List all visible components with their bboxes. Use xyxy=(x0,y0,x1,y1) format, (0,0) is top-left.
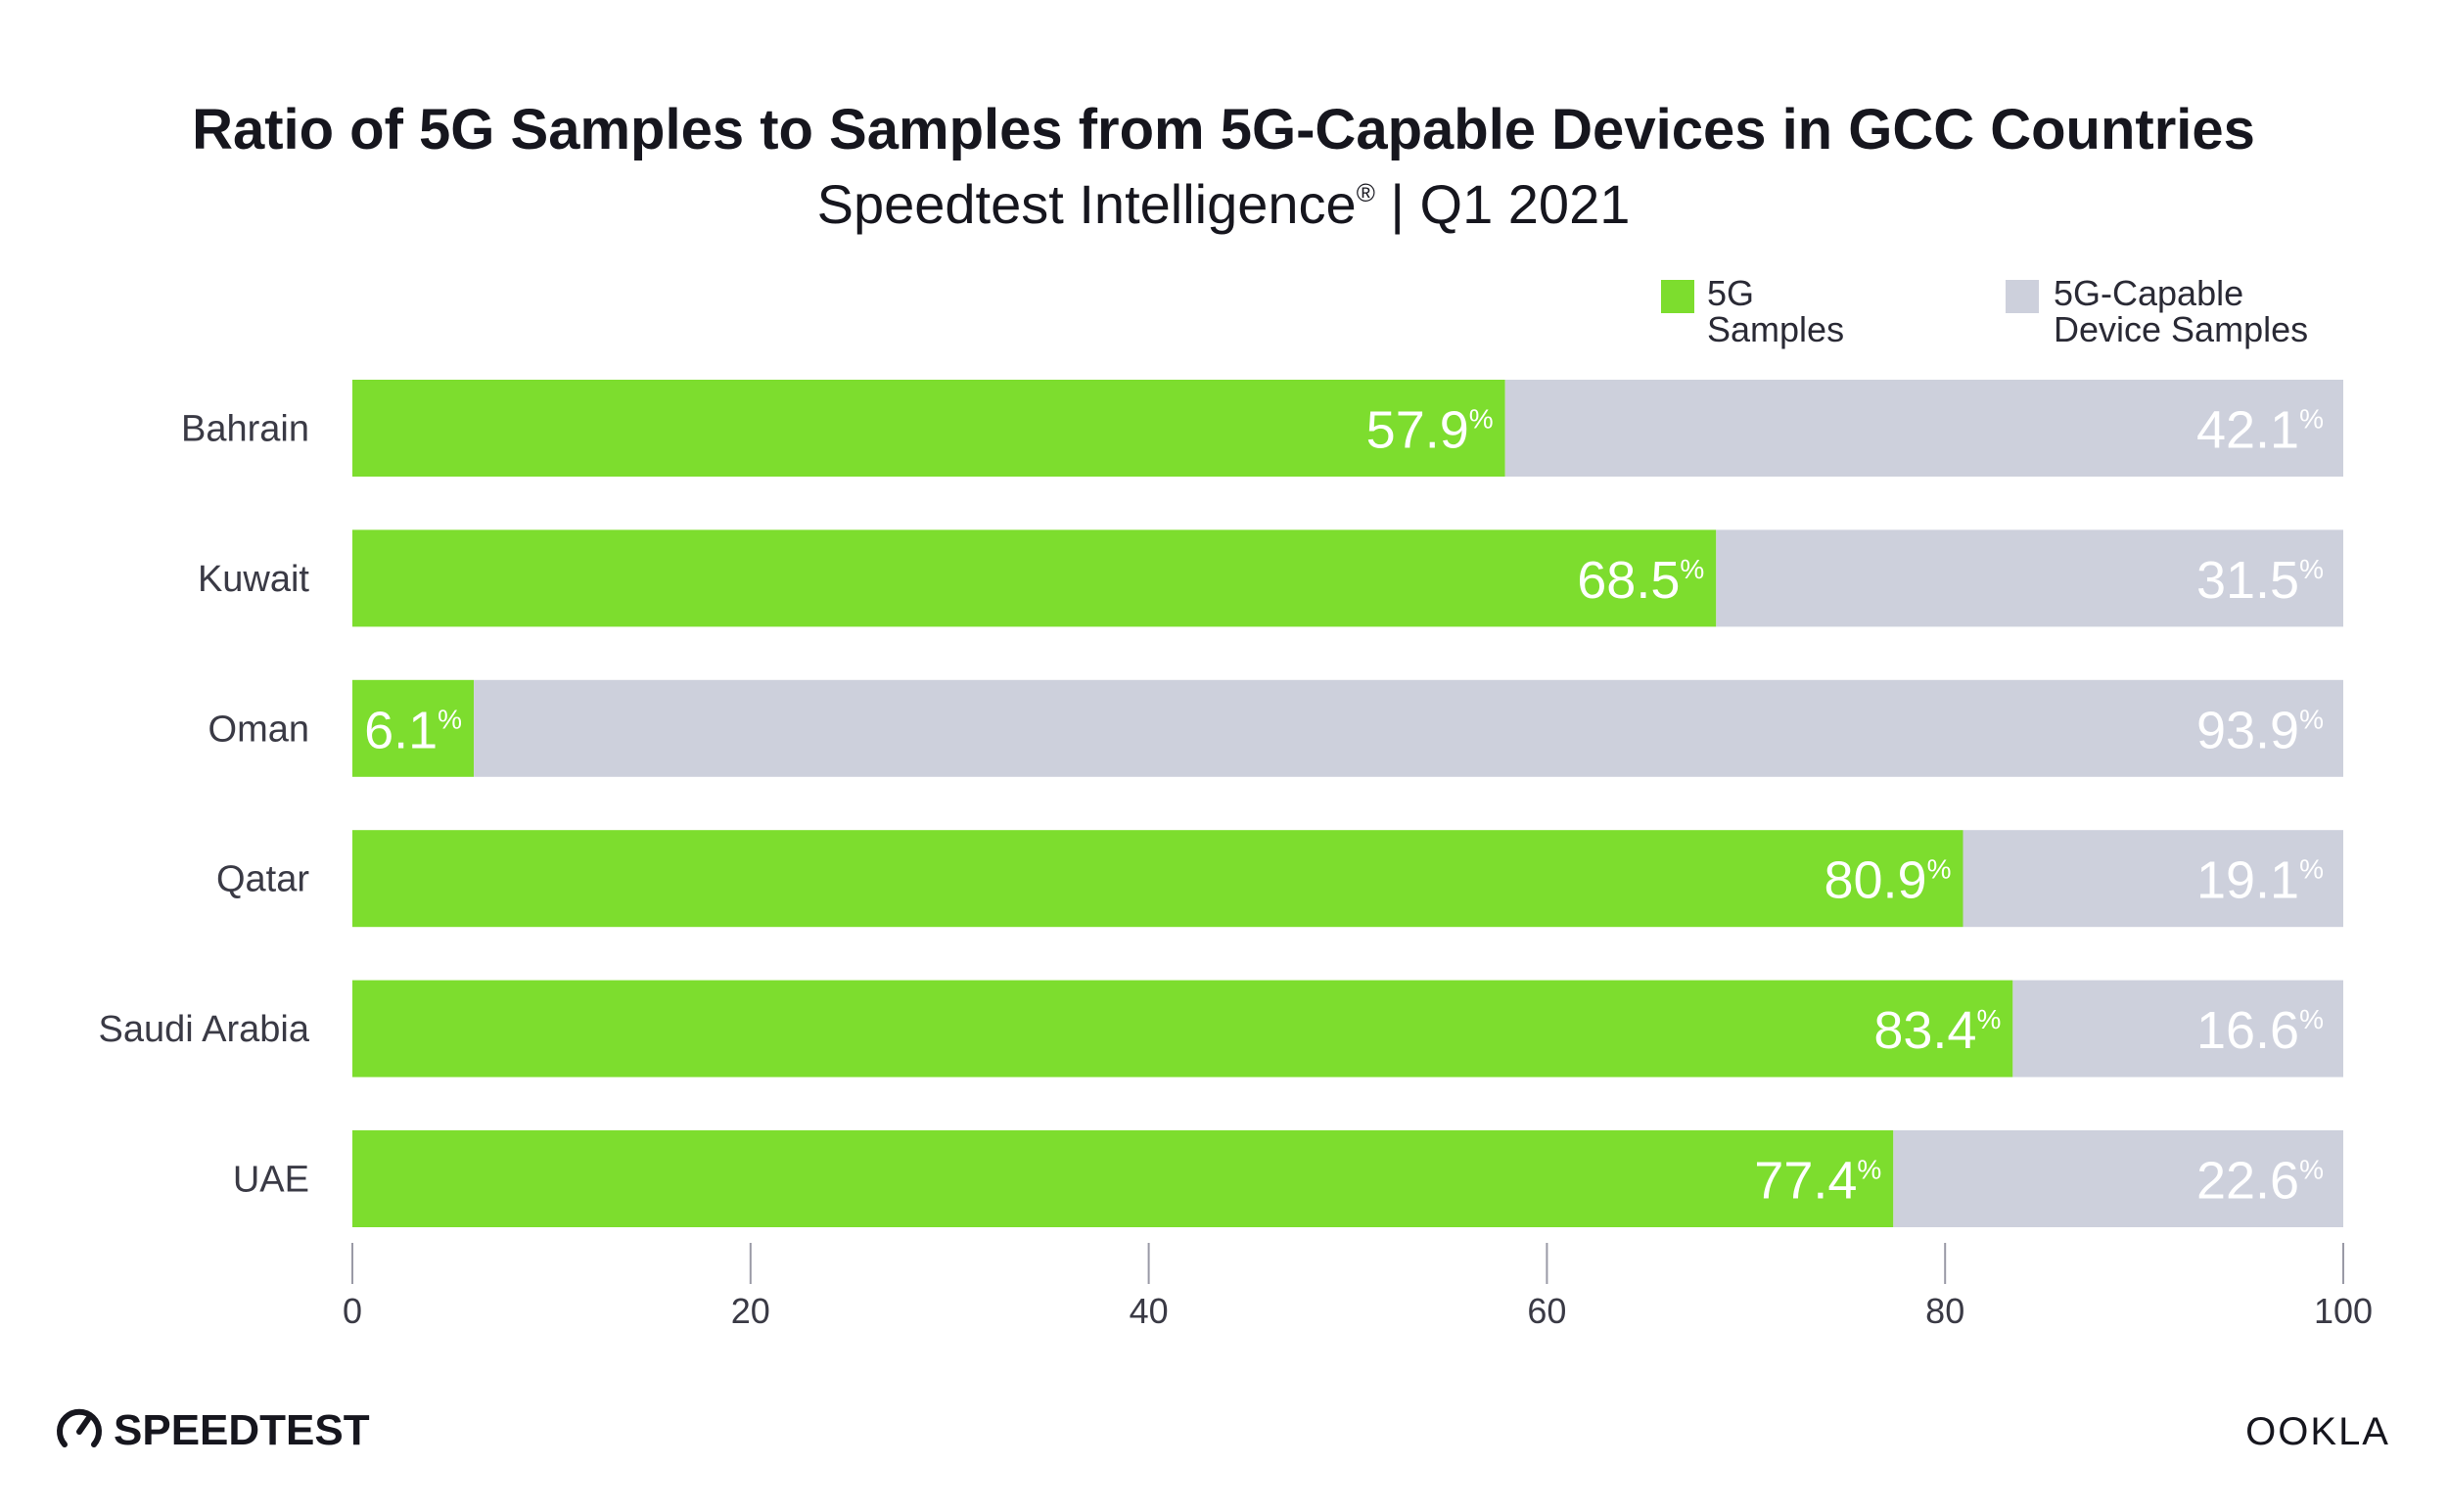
bar-5g-capable-oman xyxy=(474,679,2344,777)
ookla-logo: OOKLA xyxy=(2245,1410,2390,1453)
bar-5g-kuwait xyxy=(352,529,1717,627)
category-label-qatar: Qatar xyxy=(216,859,309,900)
x-tick-label-60: 60 xyxy=(1527,1291,1566,1331)
bar-5g-capable-saudi-arabia xyxy=(2012,980,2343,1077)
legend-swatch-5g xyxy=(1661,280,1694,313)
legend: 5G Samples 5G-Capable Device Samples xyxy=(1661,273,2308,349)
x-axis: 0 20 40 60 80 100 xyxy=(343,1243,2373,1331)
legend-label-5g-line1: 5G xyxy=(1707,273,1754,313)
category-label-uae: UAE xyxy=(233,1160,309,1201)
speedtest-wordmark: SPEEDTEST xyxy=(114,1406,370,1454)
value-label-5g-capable-uae: 22.6% xyxy=(2196,1152,2324,1211)
registered-mark: ® xyxy=(1357,178,1375,207)
bar-5g-capable-qatar xyxy=(1963,830,2343,928)
value-label-5g-oman: 6.1% xyxy=(364,701,462,759)
value-label-5g-kuwait: 68.5% xyxy=(1577,551,1704,610)
x-tick-label-20: 20 xyxy=(731,1291,770,1331)
value-label-5g-capable-bahrain: 42.1% xyxy=(2196,401,2324,460)
bar-5g-capable-kuwait xyxy=(1716,529,2343,627)
gauge-icon xyxy=(57,1408,102,1447)
x-tick-label-0: 0 xyxy=(343,1291,362,1331)
bar-5g-saudi-arabia xyxy=(352,980,2013,1077)
legend-label-capable-line2: Device Samples xyxy=(2054,309,2308,349)
chart-title: Ratio of 5G Samples to Samples from 5G-C… xyxy=(192,98,2255,161)
category-label-kuwait: Kuwait xyxy=(198,559,309,600)
bar-5g-capable-bahrain xyxy=(1504,380,2343,477)
chart-subtitle: Speedtest Intelligence® | Q1 2021 xyxy=(817,173,1631,235)
value-label-5g-bahrain: 57.9% xyxy=(1366,401,1494,460)
value-label-5g-capable-qatar: 19.1% xyxy=(2196,851,2324,910)
legend-label-capable-line1: 5G-Capable xyxy=(2054,273,2243,313)
x-tick-label-100: 100 xyxy=(2314,1291,2373,1331)
category-label-bahrain: Bahrain xyxy=(181,409,309,450)
bars: Bahrain 57.9% 42.1% Kuwait 68.5% 31.5% Oman 6.1… xyxy=(99,380,2344,1227)
bar-5g-bahrain xyxy=(352,380,1505,477)
category-label-saudi-arabia: Saudi Arabia xyxy=(99,1009,310,1050)
legend-swatch-5g-capable xyxy=(2006,280,2039,313)
subtitle-rest: | Q1 2021 xyxy=(1375,173,1631,235)
value-label-5g-uae: 77.4% xyxy=(1754,1152,1881,1211)
bar-5g-oman xyxy=(352,679,475,777)
x-tick-label-40: 40 xyxy=(1130,1291,1169,1331)
subtitle-main: Speedtest Intelligence xyxy=(817,173,1357,235)
value-label-5g-capable-oman: 93.9% xyxy=(2196,701,2324,759)
x-tick-label-80: 80 xyxy=(1925,1291,1964,1331)
value-label-5g-capable-saudi-arabia: 16.6% xyxy=(2196,1001,2324,1060)
bar-5g-capable-uae xyxy=(1893,1130,2343,1227)
value-label-5g-saudi-arabia: 83.4% xyxy=(1873,1001,2001,1060)
category-label-oman: Oman xyxy=(208,709,309,750)
bar-5g-uae xyxy=(352,1130,1894,1227)
speedtest-logo: SPEEDTEST xyxy=(57,1406,370,1454)
legend-label-5g-line2: Samples xyxy=(1707,309,1844,349)
value-label-5g-capable-kuwait: 31.5% xyxy=(2196,551,2324,610)
bar-5g-qatar xyxy=(352,830,1963,928)
value-label-5g-qatar: 80.9% xyxy=(1824,851,1951,910)
